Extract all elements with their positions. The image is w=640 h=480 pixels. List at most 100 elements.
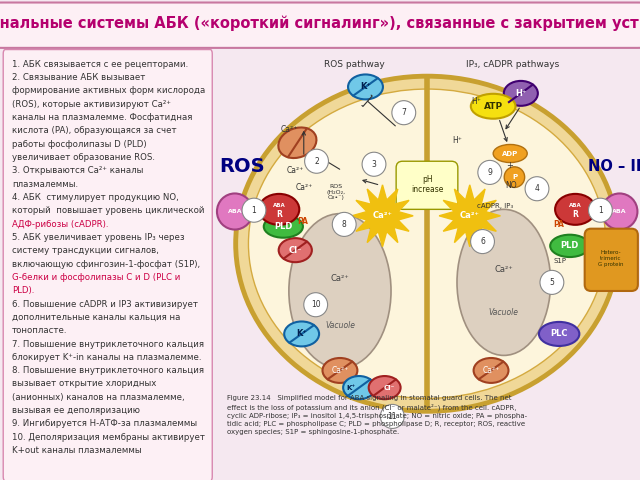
Text: G-белки и фосфолипазы C и D (PLC и: G-белки и фосфолипазы C и D (PLC и — [12, 273, 180, 282]
Text: Ca²⁺: Ca²⁺ — [287, 166, 304, 175]
Text: работы фосфолипазы D (PLD): работы фосфолипазы D (PLD) — [12, 140, 147, 149]
Text: дополнительные каналы кальция на: дополнительные каналы кальция на — [12, 313, 180, 322]
Text: Ca²⁺: Ca²⁺ — [460, 211, 480, 220]
Text: ABA: ABA — [273, 203, 285, 207]
Text: 1: 1 — [252, 206, 257, 215]
Text: Hetero-
trimeric
G protein: Hetero- trimeric G protein — [598, 251, 624, 267]
Ellipse shape — [348, 74, 383, 99]
Circle shape — [602, 193, 637, 229]
Text: 3: 3 — [372, 160, 376, 169]
Circle shape — [332, 212, 356, 237]
Text: (ROS), которые активизируют Ca²⁺: (ROS), которые активизируют Ca²⁺ — [12, 100, 171, 109]
Text: 6. Повышение cADPR и IP3 активизирует: 6. Повышение cADPR и IP3 активизирует — [12, 300, 198, 309]
Text: 11: 11 — [388, 412, 397, 421]
Text: IP₃, cADPR pathways: IP₃, cADPR pathways — [466, 60, 559, 69]
Text: ROS: ROS — [220, 157, 265, 176]
Ellipse shape — [323, 358, 357, 383]
Ellipse shape — [278, 128, 316, 158]
Text: вызывая ее деполяризацию: вызывая ее деполяризацию — [12, 406, 140, 415]
Circle shape — [392, 101, 416, 125]
Text: PA: PA — [297, 217, 308, 226]
Text: 10: 10 — [311, 300, 321, 309]
Text: кислота (PA), образующаяся за счет: кислота (PA), образующаяся за счет — [12, 126, 177, 135]
Text: 6: 6 — [480, 237, 485, 246]
Circle shape — [470, 229, 495, 253]
Text: ATP: ATP — [484, 102, 503, 111]
FancyBboxPatch shape — [396, 161, 458, 209]
Text: 9. Ингибируется Н-АТФ-за плазмалеммы: 9. Ингибируется Н-АТФ-за плазмалеммы — [12, 420, 197, 429]
Ellipse shape — [264, 216, 303, 238]
Text: ABA: ABA — [612, 209, 627, 214]
Circle shape — [380, 404, 404, 429]
Text: каналы на плазмалемме. Фосфатидная: каналы на плазмалемме. Фосфатидная — [12, 113, 192, 122]
Text: ABA: ABA — [227, 209, 242, 214]
Text: формирование активных форм кислорода: формирование активных форм кислорода — [12, 86, 205, 96]
Text: АДФ-рибозы (cADPR).: АДФ-рибозы (cADPR). — [12, 220, 108, 228]
Text: 7: 7 — [401, 108, 406, 117]
Circle shape — [589, 198, 612, 222]
Ellipse shape — [284, 322, 319, 347]
Ellipse shape — [236, 76, 619, 411]
Text: Ca²⁺: Ca²⁺ — [331, 274, 349, 283]
Ellipse shape — [504, 81, 538, 106]
Text: вызывает открытие хлоридных: вызывает открытие хлоридных — [12, 380, 156, 388]
Text: блокирует K⁺-in каналы на плазмалемме.: блокирует K⁺-in каналы на плазмалемме. — [12, 353, 202, 362]
Text: который  повышает уровень циклической: который повышает уровень циклической — [12, 206, 204, 216]
Ellipse shape — [539, 322, 579, 346]
Circle shape — [525, 177, 549, 201]
Text: pH
increase: pH increase — [411, 175, 444, 194]
Text: 7. Повышение внутриклеточного кальция: 7. Повышение внутриклеточного кальция — [12, 339, 204, 348]
Text: Ca²⁺: Ca²⁺ — [495, 265, 513, 274]
Ellipse shape — [550, 235, 589, 257]
Text: 8. Повышение внутриклеточного кальция: 8. Повышение внутриклеточного кальция — [12, 366, 204, 375]
Text: систему трансдукции сигналов,: систему трансдукции сигналов, — [12, 246, 159, 255]
Text: ABA: ABA — [569, 203, 582, 207]
Ellipse shape — [289, 214, 391, 368]
Text: 5: 5 — [550, 278, 554, 287]
Text: K⁺: K⁺ — [360, 83, 371, 91]
Text: H⁺: H⁺ — [471, 97, 481, 107]
Text: ROS
(H₂O₂,
O₂•⁻): ROS (H₂O₂, O₂•⁻) — [326, 184, 345, 201]
Circle shape — [540, 270, 564, 294]
Text: Сигнальные системы АБК («короткий сигналинг»), связанные с закрытием устьиц: Сигнальные системы АБК («короткий сигнал… — [0, 16, 640, 31]
Polygon shape — [439, 185, 500, 247]
Circle shape — [304, 293, 328, 317]
Text: плазмалеммы.: плазмалеммы. — [12, 180, 78, 189]
Text: Ca²⁺: Ca²⁺ — [280, 125, 298, 134]
Text: Ca²⁺: Ca²⁺ — [295, 183, 312, 192]
Text: K+out каналы плазмалеммы: K+out каналы плазмалеммы — [12, 446, 141, 455]
Text: PLD).: PLD). — [12, 286, 34, 295]
Text: 10. Деполяризация мембраны активирует: 10. Деполяризация мембраны активирует — [12, 433, 205, 442]
Text: 8: 8 — [342, 220, 347, 229]
Ellipse shape — [471, 94, 515, 119]
Text: 1. АБК связывается с ее рецепторами.: 1. АБК связывается с ее рецепторами. — [12, 60, 188, 69]
Circle shape — [504, 167, 525, 188]
Circle shape — [242, 198, 266, 222]
Text: (анионных) каналов на плазмалемме,: (анионных) каналов на плазмалемме, — [12, 393, 184, 402]
Ellipse shape — [493, 144, 527, 163]
Text: R: R — [276, 210, 282, 219]
Text: Figure 23.14   Simplified model for ABA signaling in stomatal guard cells. The n: Figure 23.14 Simplified model for ABA si… — [227, 395, 527, 435]
Text: cADPR, IP₃: cADPR, IP₃ — [477, 203, 513, 209]
Ellipse shape — [248, 89, 606, 398]
Text: +: + — [506, 161, 513, 169]
Text: Vacuole: Vacuole — [489, 308, 519, 317]
Text: 2: 2 — [314, 157, 319, 166]
Ellipse shape — [343, 376, 375, 399]
Text: PLD: PLD — [561, 241, 579, 251]
Text: Ca²⁺: Ca²⁺ — [483, 366, 500, 375]
Circle shape — [217, 193, 253, 229]
Text: 5. АБК увеличивает уровень IP₃ через: 5. АБК увеличивает уровень IP₃ через — [12, 233, 184, 242]
Text: ROS pathway: ROS pathway — [324, 60, 385, 69]
Ellipse shape — [369, 376, 401, 399]
Text: Cl⁻: Cl⁻ — [383, 384, 395, 391]
FancyBboxPatch shape — [3, 49, 212, 480]
Ellipse shape — [555, 194, 596, 225]
Text: 2. Связывание АБК вызывает: 2. Связывание АБК вызывает — [12, 73, 145, 82]
Text: 3. Открываются Ca²⁺ каналы: 3. Открываются Ca²⁺ каналы — [12, 167, 143, 175]
Circle shape — [305, 149, 328, 173]
Circle shape — [478, 160, 502, 184]
Text: NO – IP₃: NO – IP₃ — [588, 159, 640, 174]
Text: K⁺: K⁺ — [296, 329, 307, 338]
Text: H⁺: H⁺ — [452, 136, 462, 145]
